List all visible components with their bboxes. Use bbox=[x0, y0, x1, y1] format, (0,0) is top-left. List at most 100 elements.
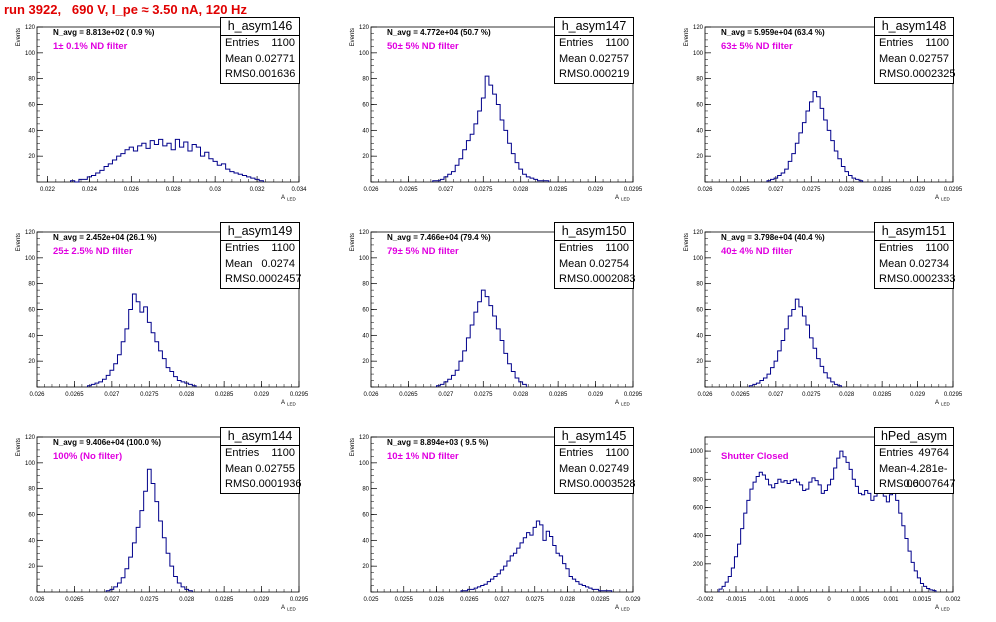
x-tick-label: 0.0265 bbox=[460, 597, 479, 603]
histogram-bin bbox=[914, 571, 917, 592]
histogram-bin bbox=[831, 479, 834, 592]
x-tick-label: 0.028 bbox=[166, 187, 182, 193]
stats-entries-value: 1100 bbox=[925, 37, 949, 49]
y-tick-label: 20 bbox=[28, 359, 35, 365]
stats-rms-value: 0.001636 bbox=[249, 68, 296, 80]
histogram-bin bbox=[790, 481, 793, 592]
stats-entries-value: 1100 bbox=[271, 447, 295, 459]
filter-label: 25± 2.5% ND filter bbox=[53, 246, 133, 257]
stats-rms-label: RMS bbox=[879, 478, 904, 490]
histogram-bin bbox=[877, 491, 880, 592]
y-tick-label: 20 bbox=[28, 564, 35, 570]
stats-mean-value: 0.02755 bbox=[255, 462, 295, 475]
histogram-series-line bbox=[436, 289, 527, 387]
stats-rms-row: RMS 0.001636 bbox=[221, 67, 299, 83]
n-avg-text: N_avg = 3.798e+04 (40.4 %) bbox=[721, 233, 825, 242]
x-tick-label: 0.0295 bbox=[290, 597, 309, 603]
y-tick-label: 20 bbox=[696, 154, 703, 160]
histogram-bin bbox=[868, 493, 871, 592]
histogram-bin bbox=[759, 472, 762, 592]
stats-entries-label: Entries bbox=[879, 242, 914, 254]
x-axis-label: A LED bbox=[281, 195, 297, 202]
x-tick-label: 0.034 bbox=[291, 187, 307, 193]
y-tick-label: 100 bbox=[359, 461, 370, 467]
n-avg-text: N_avg = 5.959e+04 (63.4 %) bbox=[721, 28, 825, 37]
y-tick-label: 80 bbox=[696, 282, 703, 288]
stats-rms-value: 0.0007647 bbox=[903, 478, 956, 490]
y-tick-label: 20 bbox=[28, 154, 35, 160]
stats-entries-value: 1100 bbox=[271, 242, 295, 254]
histogram-bin bbox=[781, 482, 784, 592]
x-axis-label: A LED bbox=[615, 605, 631, 612]
x-tick-label: 0.027 bbox=[438, 187, 454, 193]
x-tick-label: 0.027 bbox=[438, 392, 454, 398]
histogram-bin bbox=[896, 500, 899, 592]
filter-label: 1± 0.1% ND filter bbox=[53, 41, 128, 52]
stats-box: hPed_asym Entries 49764 Mean -4.281e-06 RMS 0.… bbox=[874, 427, 956, 494]
x-tick-label: -0.0015 bbox=[726, 597, 747, 603]
stats-title: h_asym150 bbox=[555, 223, 633, 241]
histogram-series-line bbox=[718, 450, 937, 592]
y-axis-label: Events bbox=[684, 28, 690, 46]
y-tick-label: 60 bbox=[696, 103, 703, 109]
x-tick-label: 0.027 bbox=[768, 392, 784, 398]
histogram-bin bbox=[905, 538, 908, 592]
histogram-series-line bbox=[748, 298, 842, 387]
stats-entries-label: Entries bbox=[559, 447, 594, 459]
x-tick-label: 0.029 bbox=[254, 392, 270, 398]
filter-label: 100% (No filter) bbox=[53, 451, 123, 462]
y-tick-label: 100 bbox=[359, 256, 370, 262]
histogram-bin bbox=[886, 502, 889, 592]
stats-entries-row: Entries 1100 bbox=[221, 36, 299, 52]
x-tick-label: 0.026 bbox=[697, 187, 713, 193]
histogram-bin bbox=[756, 476, 759, 592]
stats-rms-label: RMS bbox=[879, 68, 904, 80]
y-tick-label: 20 bbox=[362, 154, 369, 160]
stats-mean-label: Mean bbox=[225, 462, 253, 475]
x-tick-label: 0.029 bbox=[254, 597, 270, 603]
x-axis-label-subscript: LED bbox=[941, 402, 951, 407]
stats-rms-label: RMS bbox=[559, 68, 584, 80]
stats-title: h_asym151 bbox=[875, 223, 953, 241]
stats-box: h_asym150 Entries 1100 Mean 0.02754 RMS 0.0002… bbox=[554, 222, 635, 289]
y-tick-label: 60 bbox=[28, 513, 35, 519]
histogram-bin bbox=[927, 588, 930, 592]
stats-entries-row: Entries 1100 bbox=[875, 36, 953, 52]
histogram-bin bbox=[862, 495, 865, 592]
stats-entries-label: Entries bbox=[879, 37, 914, 49]
y-tick-label: 1000 bbox=[690, 449, 704, 455]
y-tick-label: 200 bbox=[693, 562, 704, 568]
y-tick-label: 80 bbox=[362, 487, 369, 493]
histogram-bin bbox=[840, 451, 843, 592]
y-tick-label: 60 bbox=[28, 103, 35, 109]
x-axis-label-subscript: LED bbox=[621, 607, 631, 612]
stats-mean-value: 0.02734 bbox=[909, 257, 949, 270]
histogram-bin bbox=[843, 457, 846, 592]
y-tick-label: 80 bbox=[362, 77, 369, 83]
histogram-bin bbox=[911, 562, 914, 592]
histogram-bin bbox=[933, 591, 936, 592]
stats-mean-row: Mean 0.02757 bbox=[875, 52, 953, 68]
x-tick-label: 0.027 bbox=[768, 187, 784, 193]
stats-entries-row: Entries 1100 bbox=[555, 446, 633, 462]
stats-rms-label: RMS bbox=[225, 273, 250, 285]
stats-title: h_asym146 bbox=[221, 18, 299, 36]
y-tick-label: 40 bbox=[696, 128, 703, 134]
stats-mean-label: Mean bbox=[879, 462, 907, 475]
histogram-bin bbox=[908, 551, 911, 592]
histogram-bin bbox=[815, 481, 818, 592]
histogram-bin bbox=[818, 485, 821, 592]
histogram-bin bbox=[874, 496, 877, 592]
stats-rms-row: RMS 0.000219 bbox=[555, 67, 633, 83]
stats-mean-row: Mean 0.0274 bbox=[221, 257, 299, 273]
histogram-bin bbox=[738, 544, 741, 592]
x-axis-label: A LED bbox=[615, 400, 631, 407]
histogram-series-line bbox=[105, 468, 193, 592]
y-tick-label: 120 bbox=[693, 25, 704, 31]
y-tick-label: 80 bbox=[696, 77, 703, 83]
